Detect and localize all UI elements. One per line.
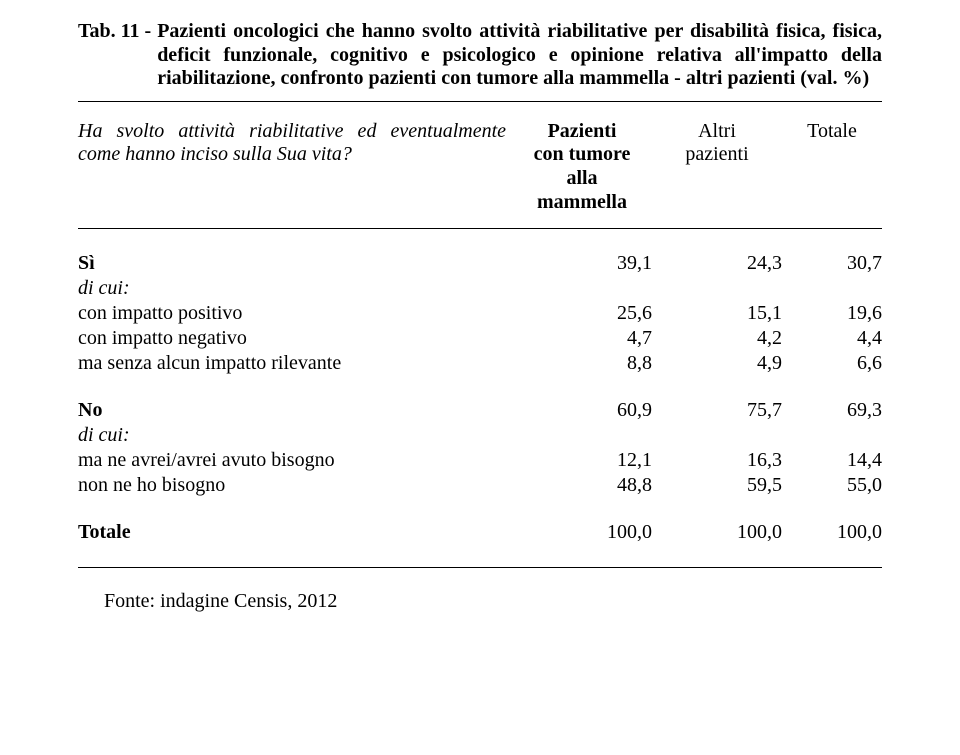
spacer — [78, 498, 882, 520]
document-page: Tab. 11 - Pazienti oncologici che hanno … — [0, 0, 960, 633]
row-label: non ne ho bisogno — [78, 473, 512, 498]
table-row: No 60,9 75,7 69,3 — [78, 398, 882, 423]
table-caption: Tab. 11 - Pazienti oncologici che hanno … — [78, 20, 882, 91]
table-header: Ha svolto attività riabilitative ed even… — [78, 102, 882, 228]
cell: 59,5 — [652, 473, 782, 498]
row-label: ma senza alcun impatto rilevante — [78, 351, 512, 376]
table-row: con impatto negativo 4,7 4,2 4,4 — [78, 326, 882, 351]
cell: 55,0 — [782, 473, 882, 498]
data-table: Sì 39,1 24,3 30,7 di cui: con impatto po… — [78, 229, 882, 567]
colhead-text: Totale — [782, 120, 882, 144]
colhead-text: pazienti — [652, 143, 782, 167]
cell: 8,8 — [512, 351, 652, 376]
cell: 69,3 — [782, 398, 882, 423]
colhead-text: Altri — [652, 120, 782, 144]
colhead-text: alla — [566, 167, 597, 189]
cell: 16,3 — [652, 448, 782, 473]
cell: 30,7 — [782, 251, 882, 276]
table-source: Fonte: indagine Censis, 2012 — [78, 568, 882, 613]
cell: 100,0 — [782, 520, 882, 545]
table-row: di cui: — [78, 276, 882, 301]
row-label: con impatto negativo — [78, 326, 512, 351]
table-title: Pazienti oncologici che hanno svolto att… — [157, 20, 882, 91]
table-row: Sì 39,1 24,3 30,7 — [78, 251, 882, 276]
column-header-pazienti-tumore: Pazienti con tumore alla mammella — [512, 120, 652, 214]
cell: 4,2 — [652, 326, 782, 351]
row-label: No — [78, 398, 512, 423]
column-header-altri-pazienti: Altri pazienti — [652, 120, 782, 167]
table-row: con impatto positivo 25,6 15,1 19,6 — [78, 301, 882, 326]
cell: 12,1 — [512, 448, 652, 473]
cell: 4,4 — [782, 326, 882, 351]
cell: 6,6 — [782, 351, 882, 376]
row-label: Sì — [78, 251, 512, 276]
row-label: con impatto positivo — [78, 301, 512, 326]
cell: 39,1 — [512, 251, 652, 276]
spacer — [78, 545, 882, 567]
cell: 14,4 — [782, 448, 882, 473]
cell: 4,9 — [652, 351, 782, 376]
cell: 4,7 — [512, 326, 652, 351]
colhead-text: con tumore — [534, 143, 631, 165]
table-row: Totale 100,0 100,0 100,0 — [78, 520, 882, 545]
table-row: ma ne avrei/avrei avuto bisogno 12,1 16,… — [78, 448, 882, 473]
cell: 15,1 — [652, 301, 782, 326]
column-header-totale: Totale — [782, 120, 882, 144]
table-row: non ne ho bisogno 48,8 59,5 55,0 — [78, 473, 882, 498]
row-label: Totale — [78, 520, 512, 545]
row-label: di cui: — [78, 276, 512, 301]
table-row: di cui: — [78, 423, 882, 448]
cell: 19,6 — [782, 301, 882, 326]
colhead-text: mammella — [537, 191, 627, 213]
row-label: di cui: — [78, 423, 512, 448]
table-number: Tab. 11 - — [78, 20, 157, 44]
table-row: ma senza alcun impatto rilevante 8,8 4,9… — [78, 351, 882, 376]
spacer — [78, 376, 882, 398]
cell: 24,3 — [652, 251, 782, 276]
cell: 25,6 — [512, 301, 652, 326]
spacer — [78, 229, 882, 251]
cell: 75,7 — [652, 398, 782, 423]
cell: 48,8 — [512, 473, 652, 498]
cell: 100,0 — [652, 520, 782, 545]
cell: 60,9 — [512, 398, 652, 423]
row-label: ma ne avrei/avrei avuto bisogno — [78, 448, 512, 473]
cell: 100,0 — [512, 520, 652, 545]
row-question: Ha svolto attività riabilitative ed even… — [78, 120, 512, 167]
colhead-text: Pazienti — [548, 120, 617, 142]
